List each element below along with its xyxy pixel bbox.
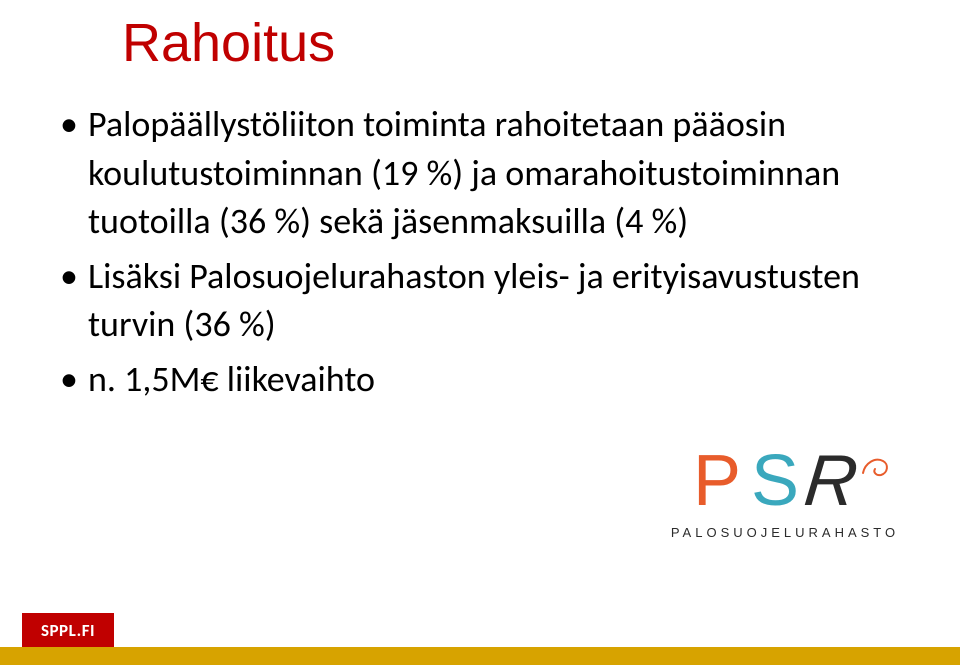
- bullet-item: Palopäällystöliiton toiminta rahoitetaan…: [60, 100, 900, 246]
- slide: Rahoitus Palopäällystöliiton toiminta ra…: [0, 0, 960, 665]
- psr-letter-s-icon: S: [751, 445, 799, 517]
- bullet-list: Palopäällystöliiton toiminta rahoitetaan…: [60, 100, 900, 410]
- bullet-item: Lisäksi Palosuojelurahaston yleis- ja er…: [60, 252, 900, 349]
- psr-logo: P S R PALOSUOJELURAHASTO: [660, 445, 910, 585]
- swirl-icon: [861, 453, 891, 481]
- slide-title: Rahoitus: [122, 12, 335, 74]
- bullet-item: n. 1,5M€ liikevaihto: [60, 355, 900, 404]
- footer-bar: [0, 647, 960, 665]
- psr-logo-subtext: PALOSUOJELURAHASTO: [671, 525, 899, 540]
- psr-logo-mark: P S R: [693, 445, 883, 519]
- psr-letter-p-icon: P: [693, 445, 741, 517]
- footer-tag: SPPL.FI: [22, 613, 114, 647]
- psr-letter-r-icon: R: [801, 445, 861, 517]
